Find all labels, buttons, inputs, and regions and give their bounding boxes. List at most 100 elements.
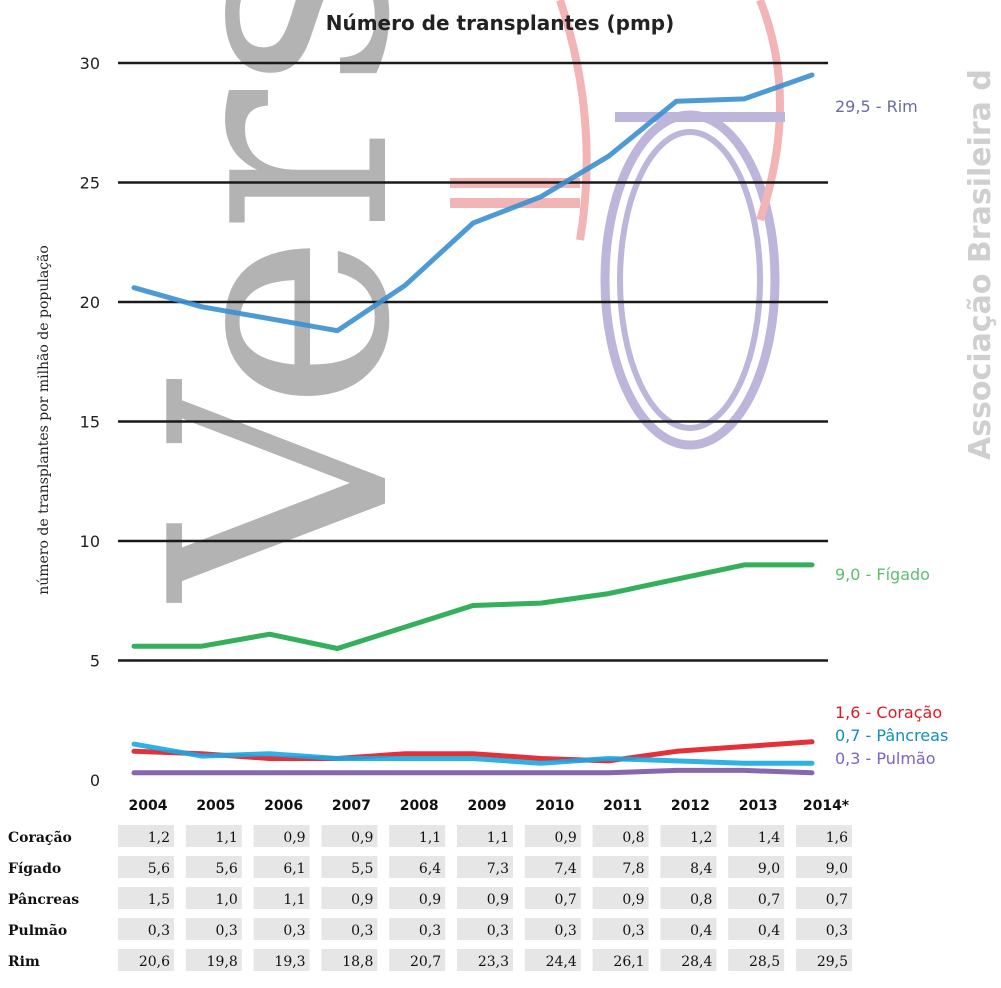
- table-cell: [660, 949, 717, 971]
- table-cell-value: 26,1: [613, 954, 644, 970]
- table-cell-value: 1,1: [283, 892, 305, 908]
- x-tick-label: 2010: [535, 798, 574, 814]
- table-cell-value: 20,7: [410, 954, 441, 970]
- table-cell: [185, 887, 242, 909]
- table-cell-value: 24,4: [546, 954, 577, 970]
- table-row-label: Pâncreas: [8, 892, 79, 908]
- table-cell-value: 0,3: [622, 923, 644, 939]
- table-cell-value: 0,3: [283, 923, 305, 939]
- gridlines: [118, 61, 828, 662]
- table-cell-value: 0,8: [622, 830, 644, 846]
- x-tick-label: 2005: [196, 798, 235, 814]
- table-cell-value: 18,8: [342, 954, 373, 970]
- table-cell-value: 1,0: [216, 892, 238, 908]
- x-tick-label: 2007: [332, 798, 371, 814]
- watermark-red-bar-2: [450, 198, 580, 208]
- table-cell: [524, 887, 581, 909]
- table-cell: [457, 887, 513, 909]
- table-cell: [253, 949, 310, 971]
- table-cell: [118, 825, 174, 847]
- table-cell: [457, 856, 513, 878]
- table-cell-value: 6,4: [419, 861, 441, 877]
- table-cell-value: 0,7: [826, 892, 848, 908]
- table-cell: [389, 918, 446, 940]
- table-cell-value: 0,9: [351, 892, 373, 908]
- table-row-label: Pulmão: [8, 922, 67, 939]
- y-tick-label: 0: [90, 771, 100, 790]
- table-cell-value: 0,3: [826, 923, 848, 939]
- end-label-coração: 1,6 - Coração: [835, 703, 942, 722]
- table-cell-value: 19,3: [274, 954, 305, 970]
- table-cell: [118, 949, 174, 971]
- table-row-label: Fígado: [8, 861, 61, 877]
- table-cell-value: 6,1: [283, 861, 305, 877]
- series-layer: [131, 72, 815, 776]
- table-cell: [118, 887, 174, 909]
- table-cell: [660, 825, 717, 847]
- table-cell-value: 28,5: [749, 954, 780, 970]
- series-line-rim: [131, 72, 815, 334]
- x-tick-label: 2013: [739, 798, 778, 814]
- table-cell-value: 20,6: [139, 954, 170, 970]
- table-cell-value: 5,6: [148, 861, 170, 877]
- table-cell: [185, 949, 242, 971]
- table-cell-value: 0,9: [622, 892, 644, 908]
- table-cell-value: 0,3: [351, 923, 373, 939]
- table-cell-value: 19,8: [207, 954, 238, 970]
- table-cell: [524, 825, 581, 847]
- table-cell: [389, 825, 446, 847]
- end-label-pulmão: 0,3 - Pulmão: [835, 749, 936, 768]
- x-tick-label: 2009: [468, 798, 507, 814]
- table-cell-value: 1,6: [826, 830, 848, 846]
- x-tick-label: 2008: [400, 798, 439, 814]
- table-cell-value: 0,3: [419, 923, 441, 939]
- table-cell: [185, 825, 242, 847]
- table-cell-value: 7,8: [622, 861, 644, 877]
- table-cell-value: 5,6: [216, 861, 238, 877]
- table-cell: [592, 825, 649, 847]
- end-labels: 29,5 - Rim 9,0 - Fígado 1,6 - Coração 0,7 -…: [835, 97, 948, 768]
- table-cell-value: 0,9: [419, 892, 441, 908]
- table-cell-value: 0,3: [487, 923, 509, 939]
- table-cell-value: 1,1: [419, 830, 441, 846]
- y-tick-label: 10: [80, 532, 100, 551]
- y-tick-label: 20: [80, 293, 100, 312]
- y-tick-label: 15: [80, 413, 100, 432]
- table-cell: [321, 856, 378, 878]
- table-cell-value: 0,3: [555, 923, 577, 939]
- table-cell: [118, 856, 174, 878]
- table-cell-value: 8,4: [690, 861, 712, 877]
- table-cell: [253, 825, 310, 847]
- table-cell: [253, 856, 310, 878]
- table-cell: [796, 887, 852, 909]
- table-cell: [728, 825, 785, 847]
- x-tick-label: 2011: [603, 798, 642, 814]
- table-cell-value: 0,3: [148, 923, 170, 939]
- table-cell-value: 1,5: [148, 892, 170, 908]
- table-cell: [457, 918, 513, 940]
- table-cell: [457, 825, 513, 847]
- table-cell-value: 0,9: [487, 892, 509, 908]
- table-cell: [728, 856, 785, 878]
- x-tick-label: 2014*: [803, 798, 850, 814]
- chart-title: Número de transplantes (pmp): [326, 11, 675, 35]
- table-cell: [321, 887, 378, 909]
- table-cell: [796, 856, 852, 878]
- table-cell-value: 0,9: [555, 830, 577, 846]
- table-cell: [592, 918, 649, 940]
- data-table: 2004 2005 2006 2007 2008 2009 2010 2011 2012 2013…: [8, 798, 852, 971]
- table-row-label: Rim: [8, 954, 40, 970]
- table-cell: [796, 949, 852, 971]
- series-line-fígado: [131, 562, 815, 651]
- table-cell-value: 0,4: [690, 923, 712, 939]
- table-cell: [185, 918, 242, 940]
- watermark-red-curve-1: [556, 0, 591, 241]
- watermark-ring-inner: [617, 129, 763, 431]
- table-cell-value: 7,3: [487, 861, 509, 877]
- table-cell: [524, 856, 581, 878]
- x-tick-label: 2006: [264, 798, 303, 814]
- y-tick-label: 30: [80, 54, 100, 73]
- table-cell-value: 0,7: [758, 892, 780, 908]
- series-line-pulmão: [131, 767, 815, 776]
